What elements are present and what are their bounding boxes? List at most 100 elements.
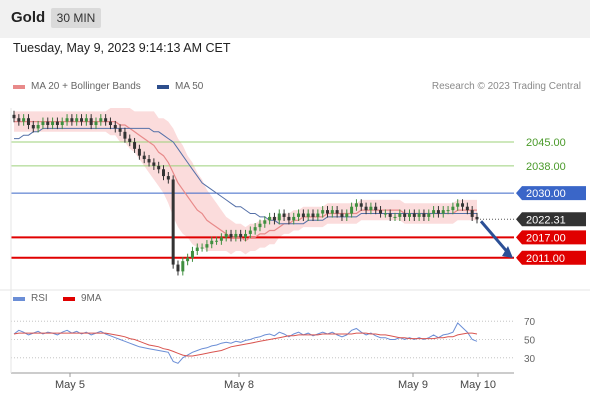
candle xyxy=(335,210,339,214)
candle xyxy=(128,138,132,143)
instrument-title: Gold xyxy=(11,9,46,26)
candle xyxy=(215,240,219,242)
candle xyxy=(306,213,310,217)
candle xyxy=(393,216,397,218)
x-label-May 9: May 9 xyxy=(398,379,428,391)
candle xyxy=(99,118,103,122)
candle xyxy=(456,203,460,207)
candle xyxy=(108,121,112,126)
legend-rsi-label: RSI xyxy=(31,293,48,304)
level-label-2011.00: 2011.00 xyxy=(526,253,565,265)
x-label-May 5: May 5 xyxy=(55,379,85,391)
candle xyxy=(133,142,137,149)
candle xyxy=(224,233,228,238)
rsi-9ma-line xyxy=(13,332,478,357)
forecast-arrow xyxy=(479,220,512,257)
candle xyxy=(407,213,411,217)
candle xyxy=(292,216,296,221)
candle xyxy=(311,213,315,217)
candle xyxy=(162,169,166,177)
level-label-2017.00: 2017.00 xyxy=(526,232,566,244)
forecast-arrowhead xyxy=(502,246,513,259)
candle xyxy=(470,210,474,217)
candle xyxy=(210,240,214,245)
current-price-tag xyxy=(516,212,586,227)
candle xyxy=(104,118,108,122)
candle xyxy=(205,244,209,248)
candle xyxy=(350,206,354,214)
candle xyxy=(422,213,426,217)
candle xyxy=(36,125,40,129)
candle xyxy=(166,176,170,180)
candle xyxy=(248,230,252,234)
candle xyxy=(258,223,262,228)
candle xyxy=(268,216,272,221)
timeframe-badge[interactable]: 30 MIN xyxy=(51,8,101,28)
legend-ma20-swatch xyxy=(13,84,25,89)
level-tag-2017.00 xyxy=(516,230,586,245)
candle xyxy=(94,121,98,126)
candle xyxy=(46,121,50,126)
candle xyxy=(89,118,93,126)
level-label-2030.00: 2030.00 xyxy=(526,188,566,200)
candle xyxy=(446,210,450,212)
candle xyxy=(441,210,445,214)
candle xyxy=(113,125,117,129)
legend-ma20: MA 20 + Bollinger Bands xyxy=(13,81,141,92)
candle xyxy=(80,118,84,122)
candle xyxy=(55,121,59,126)
candle xyxy=(330,210,334,214)
candle xyxy=(152,162,156,166)
candle xyxy=(123,131,127,139)
rsi-tick-70: 70 xyxy=(524,317,536,328)
candle xyxy=(195,247,199,251)
candle xyxy=(75,118,79,122)
x-label-May 8: May 8 xyxy=(224,379,254,391)
candle xyxy=(277,213,281,221)
candle xyxy=(200,247,204,249)
candle xyxy=(398,213,402,217)
candle xyxy=(181,261,185,272)
candle xyxy=(263,220,267,224)
candle xyxy=(403,213,407,217)
candle xyxy=(176,264,180,272)
rsi-tick-50: 50 xyxy=(524,336,536,347)
legend-9ma-swatch xyxy=(63,296,75,301)
candle xyxy=(137,148,141,156)
candle xyxy=(41,121,45,126)
candle xyxy=(51,121,55,126)
candles xyxy=(12,110,479,276)
candle xyxy=(388,213,392,217)
candle xyxy=(84,118,88,122)
candle xyxy=(340,213,344,217)
x-label-May 10: May 10 xyxy=(460,379,496,391)
candle xyxy=(379,210,383,214)
candle xyxy=(316,213,320,217)
legend-rsi-swatch xyxy=(13,296,25,301)
candle xyxy=(432,210,436,214)
legend-ma20-label: MA 20 + Bollinger Bands xyxy=(31,81,141,92)
candle xyxy=(118,128,122,132)
candle xyxy=(354,203,358,207)
candle xyxy=(239,233,243,238)
timestamp: Tuesday, May 9, 2023 9:14:13 AM CET xyxy=(13,41,231,55)
candle xyxy=(31,125,35,129)
candle xyxy=(383,213,387,215)
candle xyxy=(70,118,74,122)
candle xyxy=(364,206,368,211)
rsi-tick-30: 30 xyxy=(524,354,536,365)
candle xyxy=(345,213,349,217)
candle xyxy=(451,206,455,211)
candle xyxy=(287,216,291,221)
level-label-2038.00: 2038.00 xyxy=(526,161,566,173)
candle xyxy=(26,118,30,126)
legend-9ma: 9MA xyxy=(63,293,102,304)
candle xyxy=(436,210,440,214)
candle xyxy=(186,257,190,262)
candle xyxy=(369,206,373,211)
candle xyxy=(147,159,151,163)
candle xyxy=(325,210,329,214)
legend-ma50-swatch xyxy=(157,84,169,89)
candle xyxy=(22,118,26,122)
